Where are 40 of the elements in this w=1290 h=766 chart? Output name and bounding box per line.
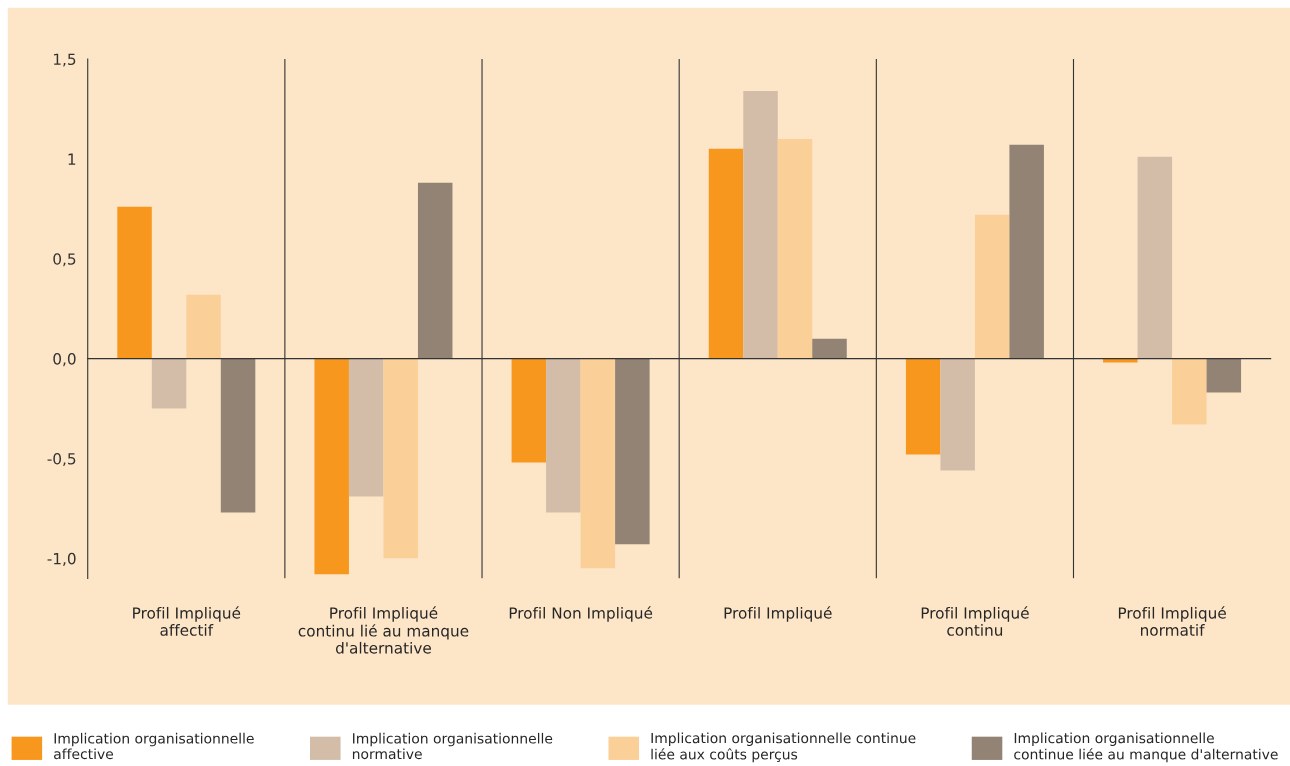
bar (383, 358, 418, 559)
bar (940, 358, 975, 471)
bar (974, 214, 1010, 359)
bar (1137, 156, 1173, 359)
bar (743, 90, 778, 359)
bar (1009, 144, 1044, 359)
bar (812, 338, 847, 359)
bar (348, 358, 384, 497)
bar (1103, 358, 1138, 363)
legend-label: Implication organisationnelle affective (54, 732, 254, 760)
bar (186, 294, 221, 359)
y-tick-label: 1 (68, 153, 76, 165)
legend-label: Implication organisationnelle continue liée au manque d'alternative (1014, 732, 1278, 763)
x-tick-label: Profil Impliqué continu lié au manque d'alternative (298, 606, 469, 654)
bar (708, 148, 744, 359)
x-tick-label: Profil Impliqué affectif (133, 606, 241, 636)
x-tick-label: Profil Impliqué (724, 606, 832, 622)
legend-label: Implication organisationnelle continue liée aux coûts perçus (651, 732, 916, 763)
bar (905, 358, 941, 455)
bar (615, 358, 650, 545)
x-tick-label: Profil Non Impliqué (509, 606, 653, 622)
x-tick-label: Profil Impliqué normatif (1118, 606, 1226, 636)
bar (511, 358, 547, 463)
bar (546, 358, 581, 513)
bar (580, 358, 616, 569)
bar (314, 358, 349, 575)
bar (117, 206, 152, 359)
bar (417, 182, 453, 359)
bar (151, 358, 187, 409)
y-tick-label: 1,5 (53, 53, 76, 67)
bar (220, 358, 256, 513)
x-tick-label: Profil Impliqué continu (921, 606, 1029, 636)
legend-label: Implication organisationnelle normative (352, 732, 553, 760)
y-tick-label: -0,5 (47, 452, 76, 467)
y-tick-label: -1,0 (47, 552, 76, 566)
bar (777, 138, 813, 359)
y-tick-label: 0,0 (53, 353, 76, 367)
bar (1172, 358, 1207, 425)
bar (1206, 358, 1242, 393)
y-tick-label: 0,5 (53, 253, 76, 267)
